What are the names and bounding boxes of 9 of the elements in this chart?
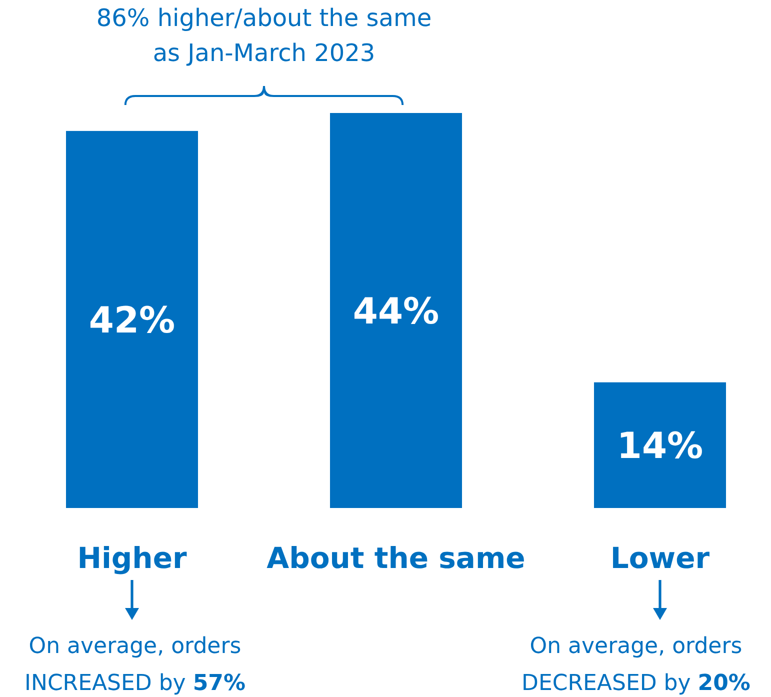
text: 86% higher/about the same as Jan-March 2023 — [96, 4, 432, 67]
text: On average, orders DECREASED by 20% — [522, 634, 750, 696]
data-label: 44% — [352, 292, 440, 332]
data-label: 14% — [616, 426, 704, 468]
text: On average, orders INCREASED by 57% — [24, 634, 246, 696]
x-tick-label: Higher — [77, 541, 188, 575]
data-label: 42% — [88, 300, 176, 342]
x-tick-label: About the same — [266, 541, 526, 575]
x-tick-label: Lower — [610, 541, 710, 575]
